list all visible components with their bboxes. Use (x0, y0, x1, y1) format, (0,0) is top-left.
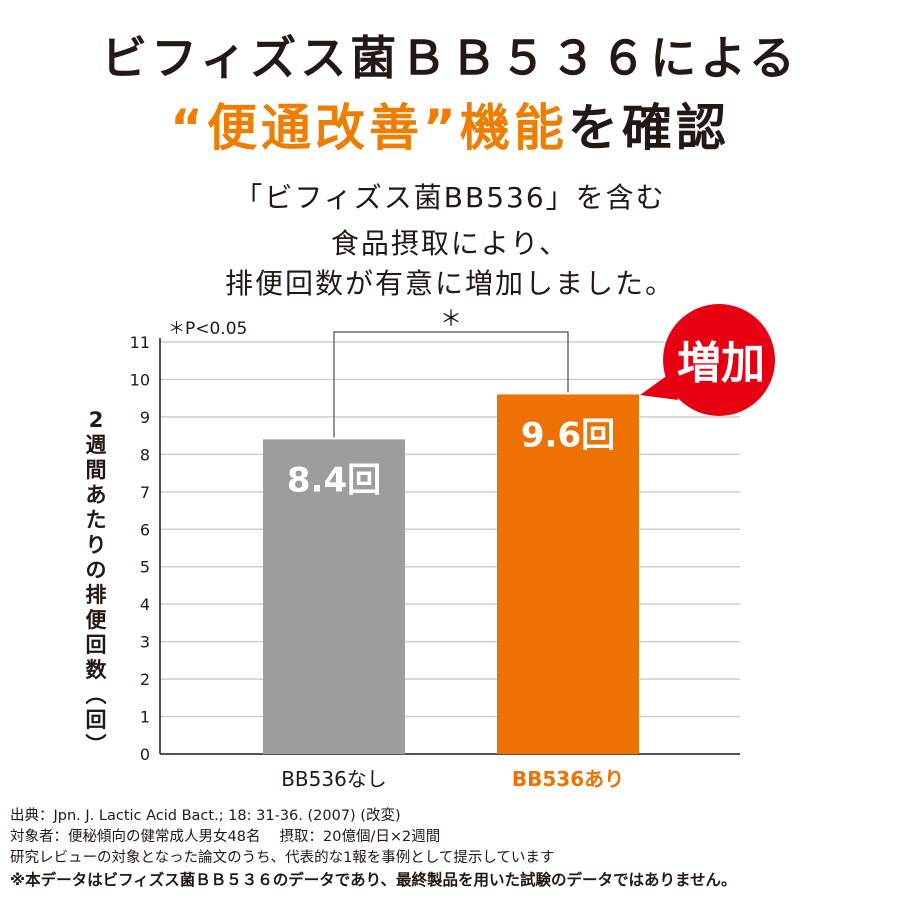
y-tick-labels: 0 1 2 3 4 5 6 7 8 9 10 11 (130, 333, 150, 764)
y-axis-label-char: り (85, 533, 107, 557)
headline-sub: “便通改善”機能を確認 (0, 88, 900, 160)
y-axis-label-char: 回 (85, 633, 107, 657)
footnote-subjects: 対象者：便秘傾向の健常成人男女48名 摂取：20億個/日×2週間 (10, 829, 441, 845)
y-axis-label-char: の (85, 558, 107, 582)
y-axis-label-char: ︵ (85, 683, 107, 707)
footnote-disclaimer: ※本データはビフィズス菌ＢＢ５３６のデータであり、最終製品を用いた試験のデータで… (10, 871, 737, 889)
y-tick-label: 5 (140, 558, 150, 577)
bar-value-label: 8.4回 (287, 460, 381, 500)
bar-value-label: 9.6回 (521, 415, 615, 455)
value-labels: 8.4回 9.6回 (287, 415, 615, 500)
y-tick-label: 4 (140, 595, 150, 614)
y-tick-label: 10 (130, 370, 150, 389)
headline-accent-2: 機能 (459, 99, 568, 157)
bar-1 (263, 439, 405, 754)
y-axis-label-char: 2 (88, 408, 104, 432)
y-axis-label-char: 間 (85, 458, 107, 482)
bars (263, 394, 639, 754)
y-axis-label-char: 週 (85, 433, 107, 457)
significance-note: ＊P<0.05 (168, 319, 247, 339)
y-tick-label: 1 (140, 708, 150, 727)
y-tick-label: 2 (140, 670, 150, 689)
bar-2 (497, 394, 639, 754)
y-tick-label: 0 (140, 745, 150, 764)
significance-mark: ＊ (440, 307, 462, 332)
badge-label: 増加 (677, 338, 765, 389)
y-axis-label-char: あ (85, 483, 107, 507)
y-axis-label-char: 回 (85, 708, 107, 732)
quote-open: “ (170, 99, 207, 157)
subtitle-line-2: 食品摂取により、 (330, 227, 570, 260)
x-tick-label: BB536あり (512, 767, 624, 791)
subtitle-line-3: 排便回数が有意に増加しました。 (224, 267, 675, 300)
y-tick-label: 9 (140, 408, 150, 427)
y-axis-label-char: 便 (85, 608, 107, 632)
x-tick-labels: BB536なし BB536あり (281, 767, 624, 791)
bar-chart: 0 1 2 3 4 5 6 7 8 9 10 11 8.4回 9.6回 BB536なし BB536あり ＊… (130, 304, 775, 791)
footnote-source: 出典：Jpn. J. Lactic Acid Bact.; 18: 31-36.… (10, 808, 401, 824)
subtitle-line-1: 「ビフィズス菌BB536」を含む (234, 181, 666, 214)
badge-circle (663, 304, 775, 416)
footnote-review: 研究レビューの対象となった論文のうち、代表的な1報を事例として提示しています (10, 850, 555, 866)
y-axis-label-char: 排 (85, 583, 107, 607)
y-tick-label: 11 (130, 333, 150, 352)
headline: ビフィズス菌ＢＢ５３６による (101, 31, 799, 85)
y-tick-label: 3 (140, 633, 150, 652)
headline-accent: 便通改善 (207, 99, 423, 157)
y-axis-label: 2 週間あたりの排便回数 ︵ 回 ︶ (76, 408, 116, 758)
y-tick-label: 8 (140, 445, 150, 464)
significance-bracket: ＊ (333, 307, 569, 438)
bracket-line (333, 331, 569, 438)
badge-tail (640, 372, 678, 400)
headline-rest: を確認 (567, 99, 730, 157)
x-tick-label: BB536なし (281, 767, 387, 791)
y-tick-label: 6 (140, 520, 150, 539)
y-axis-label-char: た (85, 508, 107, 532)
y-axis-label-char: ︶ (85, 733, 107, 757)
quote-close: ” (423, 99, 460, 157)
grid-lines (159, 338, 740, 755)
y-tick-label: 7 (140, 483, 150, 502)
increase-badge: 増加 (640, 304, 775, 416)
y-axis-label-char: 数 (85, 658, 107, 682)
